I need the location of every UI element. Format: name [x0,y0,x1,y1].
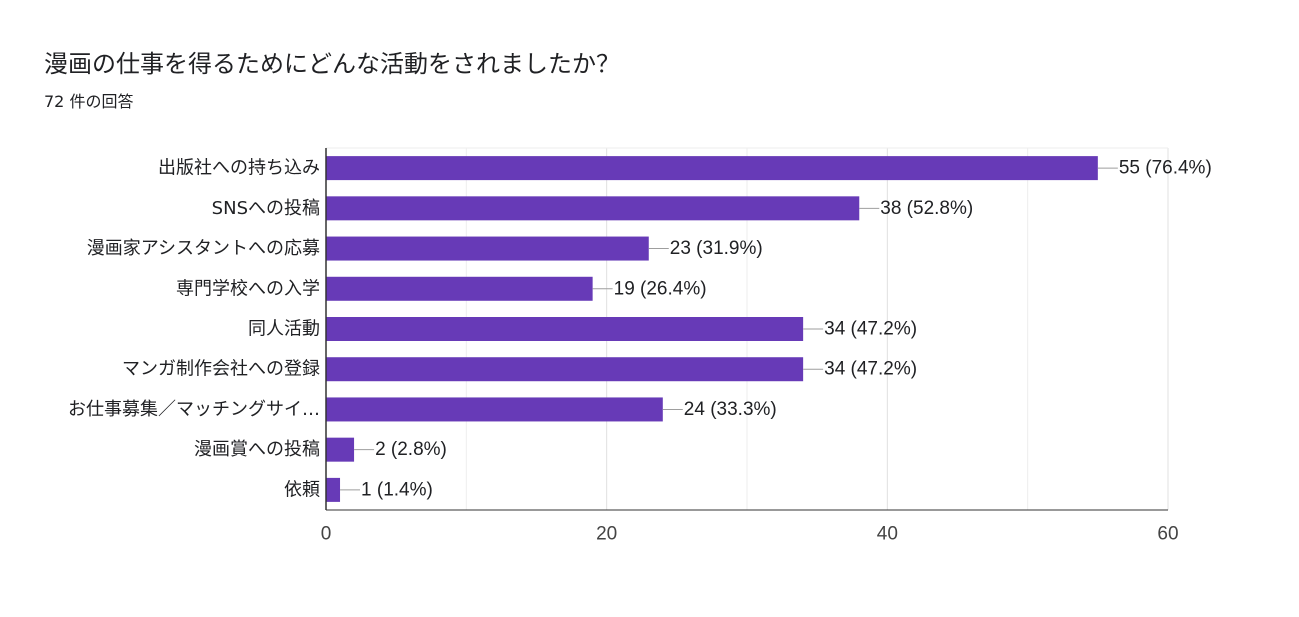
category-label: 専門学校への入学 [176,278,320,299]
axes: 0 20 40 60 [321,148,1179,545]
value-label: 19 (26.4%) [614,278,707,299]
value-label: 24 (33.3%) [684,399,777,420]
category-label: 出版社への持ち込み [158,158,320,179]
bar [326,156,1098,181]
value-label: 1 (1.4%) [361,479,433,500]
x-tick-label: 20 [596,524,617,545]
category-label: SNSへの投稿 [212,198,320,219]
bar [326,477,341,502]
category-label: マンガ制作会社への登録 [122,359,320,380]
category-label: 漫画賞への投稿 [194,439,320,460]
x-tick-label: 0 [321,524,332,545]
category-label: 依頼 [284,479,320,500]
bar [326,437,355,462]
x-tick-label: 40 [877,524,898,545]
value-label: 34 (47.2%) [824,359,917,380]
bar [326,357,804,382]
bar [326,397,663,422]
x-tick-label: 60 [1157,524,1178,545]
bar [326,196,860,221]
value-label: 34 (47.2%) [824,319,917,340]
value-label: 23 (31.9%) [670,238,763,259]
value-label: 38 (52.8%) [880,198,973,219]
category-label: 漫画家アシスタントへの応募 [87,238,320,259]
chart-title: 漫画の仕事を得るためにどんな活動をされましたか？ [44,50,620,78]
bar [326,236,649,261]
value-label: 55 (76.4%) [1119,158,1212,179]
category-label: 同人活動 [248,319,320,340]
category-label: お仕事募集／マッチングサイ… [68,399,320,420]
bar [326,276,593,301]
labels: 55 (76.4%) 出版社への持ち込み 38 (52.8%) SNSへの投稿 23 (… [68,158,1212,501]
response-count: 72 件の回答 [44,92,134,111]
bars [326,156,1098,502]
value-label: 2 (2.8%) [375,439,447,460]
bar [326,317,804,341]
